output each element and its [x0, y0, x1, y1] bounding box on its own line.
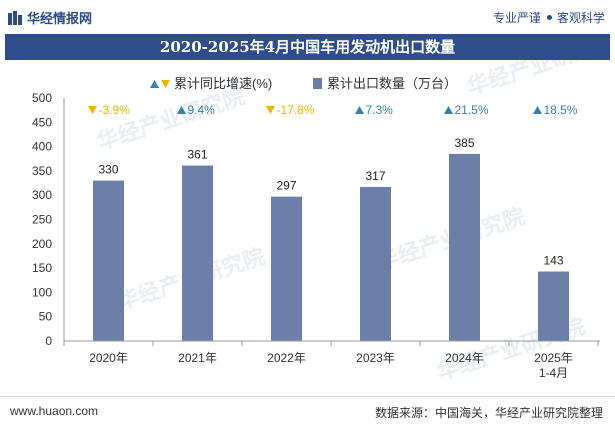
growth-label: 21.5%: [455, 103, 489, 117]
growth-up-triangle-icon: [444, 106, 453, 114]
growth-label: 18.5%: [544, 103, 578, 117]
x-tick-label: 2022年: [267, 351, 306, 365]
logo-icon: [8, 11, 22, 25]
x-tick-label: 2025年 1-4月: [534, 351, 573, 380]
bar: [360, 186, 391, 341]
dot-icon: [546, 15, 552, 20]
bar: [182, 165, 213, 341]
bar-value-label: 330: [98, 163, 118, 177]
chart-title-bar: 2020-2025年4月中国车用发动机出口数量: [5, 34, 610, 60]
x-tick-label: 2021年: [178, 351, 217, 365]
growth-label: -17.8%: [277, 103, 315, 117]
bar: [538, 271, 569, 341]
growth-label: -3.9%: [99, 103, 131, 117]
bar: [271, 196, 302, 341]
y-tick-label: 150: [32, 261, 52, 275]
y-tick-label: 50: [39, 310, 53, 324]
growth-label: 9.4%: [188, 103, 216, 117]
bar-value-label: 361: [187, 148, 207, 162]
y-tick-label: 200: [32, 237, 52, 251]
legend-down-triangle-icon: [161, 80, 170, 88]
tagline-left: 专业严谨: [492, 11, 541, 25]
y-tick-label: 100: [32, 285, 52, 299]
bar-value-label: 297: [276, 179, 296, 193]
legend: 累计同比增速(%) 累计出口数量（万台）: [150, 76, 457, 91]
site-logo[interactable]: 华经情报网: [8, 8, 92, 27]
y-tick-label: 0: [45, 334, 52, 348]
bar: [93, 180, 124, 341]
logo-text: 华经情报网: [27, 11, 93, 26]
x-tick-label: 2023年: [356, 351, 395, 365]
footer: www.huaon.com 数据来源：中国海关，华经产业研究院整理: [0, 396, 615, 428]
x-tick-label: 2020年: [89, 351, 128, 365]
watermark-text: 华经产业研究院: [94, 83, 248, 154]
y-tick-label: 500: [32, 91, 52, 105]
legend-growth-label: 累计同比增速(%): [174, 76, 272, 91]
growth-down-triangle-icon: [266, 106, 275, 114]
legend-bar-swatch: [313, 78, 322, 89]
y-tick-label: 300: [32, 188, 52, 202]
growth-up-triangle-icon: [177, 106, 186, 114]
bar: [449, 153, 480, 341]
bar-value-label: 317: [365, 169, 385, 183]
x-axis: 2020年 2021年 2022年 2023年 2024年 2025年 1-4月: [63, 340, 600, 380]
legend-up-triangle-icon: [150, 80, 159, 88]
bar-value-label: 385: [454, 136, 474, 150]
chart-title: 2020-2025年4月中国车用发动机出口数量: [159, 38, 456, 56]
watermark-text: 华经产业研究院: [464, 60, 615, 100]
growth-down-triangle-icon: [88, 106, 97, 114]
growth-up-triangle-icon: [533, 106, 542, 114]
y-tick-label: 350: [32, 164, 52, 178]
legend-series-label: 累计出口数量（万台）: [327, 76, 457, 91]
footer-url[interactable]: www.huaon.com: [10, 404, 99, 418]
tagline-right: 客观科学: [556, 11, 605, 25]
bars: 330 -3.9% 361 9.4% 297 -17.8% 317 7.3% 385 21.5% 1…: [88, 103, 578, 341]
y-tick-label: 250: [32, 213, 52, 227]
bar-value-label: 143: [543, 254, 563, 268]
y-tick-label: 450: [32, 115, 52, 129]
y-tick-label: 400: [32, 140, 52, 154]
bar-chart: 华经产业研究院华经产业研究院华经产业研究院华经产业研究院华经产业研究院 累计同比…: [32, 60, 615, 385]
growth-up-triangle-icon: [355, 106, 364, 114]
footer-source: 数据来源：中国海关，华经产业研究院整理: [374, 406, 603, 420]
y-axis: 0 50 100 150 200 250 300 350 400 450 500: [32, 91, 65, 348]
x-tick-label: 2024年: [445, 351, 484, 365]
growth-label: 7.3%: [366, 103, 394, 117]
top-bar: 华经情报网 专业严谨 客观科学: [0, 0, 615, 34]
tagline: 专业严谨 客观科学: [493, 9, 605, 26]
